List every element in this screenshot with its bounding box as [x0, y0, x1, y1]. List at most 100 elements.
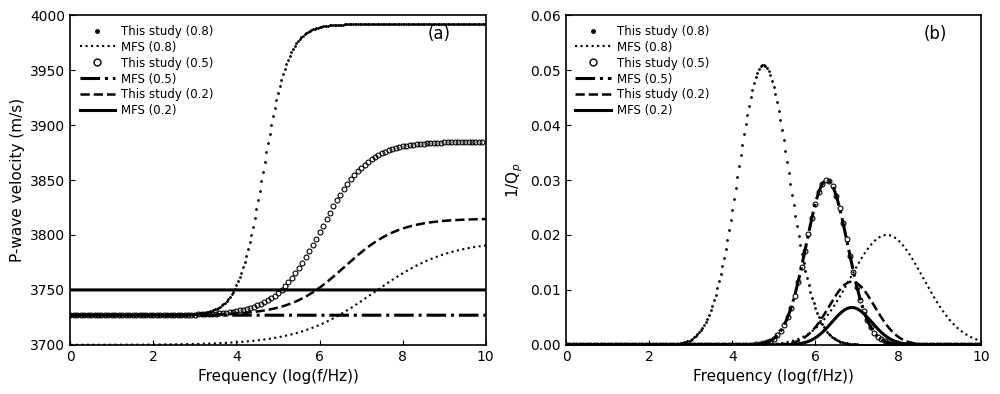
MFS (0.5)	[64, 313, 76, 318]
This study (0.2)	[719, 342, 731, 347]
MFS (0.5)	[923, 342, 935, 347]
Y-axis label: P-wave velocity (m/s): P-wave velocity (m/s)	[10, 98, 25, 262]
Line: MFS (0.8): MFS (0.8)	[70, 245, 486, 345]
Y-axis label: 1/Q$_p$: 1/Q$_p$	[504, 162, 525, 198]
This study (0.2)	[607, 342, 619, 347]
MFS (0.5)	[632, 342, 644, 347]
MFS (0.8)	[923, 286, 935, 290]
This study (0.5)	[647, 342, 659, 347]
MFS (0.5)	[719, 342, 731, 347]
MFS (0.8)	[737, 342, 749, 347]
MFS (0.5)	[967, 342, 979, 347]
Line: This study (0.2): This study (0.2)	[70, 219, 486, 315]
This study (0.5)	[671, 342, 683, 347]
Line: This study (0.5): This study (0.5)	[564, 178, 981, 347]
This study (0.5)	[847, 269, 859, 274]
This study (0.8)	[64, 313, 76, 318]
This study (0.2)	[480, 217, 492, 221]
MFS (0.5)	[975, 342, 987, 347]
MFS (0.8)	[719, 342, 731, 347]
MFS (0.2)	[737, 342, 749, 347]
This study (0.8)	[350, 22, 362, 26]
This study (0.5)	[820, 178, 832, 183]
MFS (0.8)	[224, 340, 236, 345]
This study (0.2)	[737, 342, 749, 347]
MFS (0.8)	[427, 256, 439, 260]
This study (0.8)	[974, 342, 986, 347]
This study (0.8)	[478, 22, 490, 26]
This study (0.2)	[112, 313, 124, 318]
MFS (0.5)	[472, 313, 484, 318]
This study (0.2)	[560, 342, 572, 347]
This study (0.8)	[304, 29, 316, 33]
Line: MFS (0.2): MFS (0.2)	[566, 307, 981, 345]
MFS (0.2)	[560, 342, 572, 347]
This study (0.5)	[151, 313, 163, 318]
This study (0.8)	[628, 342, 640, 347]
Legend: This study (0.8), MFS (0.8), This study (0.5), MFS (0.5), This study (0.2), MFS : This study (0.8), MFS (0.8), This study …	[572, 21, 713, 121]
This study (0.8)	[132, 313, 144, 318]
MFS (0.5)	[224, 313, 236, 318]
MFS (0.5)	[480, 313, 492, 318]
MFS (0.2)	[607, 342, 619, 347]
MFS (0.2)	[472, 288, 484, 292]
MFS (0.8)	[560, 342, 572, 347]
MFS (0.2)	[64, 288, 76, 292]
This study (0.8)	[235, 270, 247, 275]
This study (0.8)	[230, 283, 242, 288]
MFS (0.8)	[967, 336, 979, 341]
This study (0.2)	[923, 342, 935, 347]
This study (0.5)	[476, 139, 488, 144]
This study (0.2)	[472, 217, 484, 221]
This study (0.8)	[848, 342, 860, 347]
This study (0.2)	[975, 342, 987, 347]
MFS (0.8)	[472, 244, 484, 249]
This study (0.5)	[889, 342, 901, 346]
MFS (0.5)	[821, 178, 833, 182]
MFS (0.5)	[242, 313, 254, 318]
This study (0.5)	[64, 313, 76, 318]
MFS (0.8)	[242, 339, 254, 344]
MFS (0.8)	[112, 342, 124, 347]
This study (0.5)	[560, 342, 572, 347]
This study (0.2)	[224, 312, 236, 316]
This study (0.2)	[242, 310, 254, 315]
MFS (0.8)	[480, 243, 492, 248]
This study (0.5)	[789, 294, 801, 298]
MFS (0.5)	[112, 313, 124, 318]
MFS (0.5)	[427, 313, 439, 318]
This study (0.2)	[632, 342, 644, 347]
This study (0.2)	[427, 220, 439, 225]
X-axis label: Frequency (log(f/Hz)): Frequency (log(f/Hz))	[693, 369, 854, 384]
MFS (0.2)	[719, 342, 731, 347]
Line: MFS (0.5): MFS (0.5)	[566, 180, 981, 345]
This study (0.2)	[846, 279, 858, 284]
Line: This study (0.5): This study (0.5)	[68, 139, 485, 318]
This study (0.5)	[972, 342, 984, 347]
This study (0.5)	[175, 312, 187, 317]
MFS (0.5)	[607, 342, 619, 347]
MFS (0.2)	[480, 288, 492, 292]
MFS (0.2)	[632, 342, 644, 347]
MFS (0.8)	[881, 232, 893, 237]
This study (0.8)	[959, 342, 971, 347]
This study (0.5)	[293, 266, 305, 271]
MFS (0.8)	[136, 342, 148, 347]
This study (0.8)	[758, 62, 770, 67]
This study (0.5)	[962, 342, 974, 347]
Text: (a): (a)	[428, 25, 451, 43]
This study (0.8)	[731, 175, 743, 180]
This study (0.8)	[801, 276, 813, 281]
This study (0.8)	[560, 342, 572, 347]
Line: This study (0.8): This study (0.8)	[565, 63, 981, 346]
This study (0.8)	[462, 22, 474, 26]
MFS (0.2)	[846, 305, 858, 310]
MFS (0.2)	[224, 288, 236, 292]
Line: This study (0.2): This study (0.2)	[566, 282, 981, 345]
Legend: This study (0.8), MFS (0.8), This study (0.5), MFS (0.5), This study (0.2), MFS : This study (0.8), MFS (0.8), This study …	[76, 21, 217, 121]
MFS (0.8)	[607, 342, 619, 347]
MFS (0.8)	[632, 342, 644, 347]
MFS (0.2)	[967, 342, 979, 347]
MFS (0.2)	[923, 342, 935, 347]
Line: This study (0.8): This study (0.8)	[69, 22, 486, 317]
